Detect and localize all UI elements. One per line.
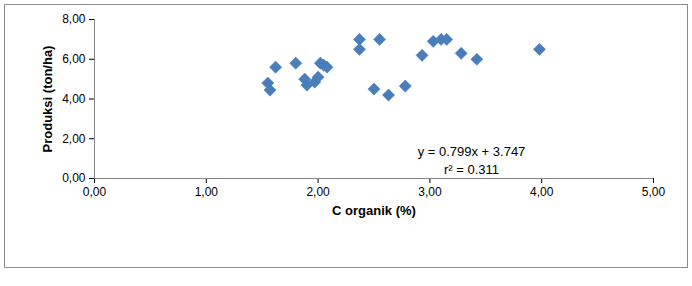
- svg-text:0,00: 0,00: [83, 185, 107, 199]
- svg-text:6,00: 6,00: [62, 52, 86, 66]
- svg-text:8,00: 8,00: [62, 12, 86, 26]
- svg-text:0,00: 0,00: [62, 171, 86, 185]
- svg-text:4,00: 4,00: [62, 92, 86, 106]
- svg-text:y = 0.799x + 3.747: y = 0.799x + 3.747: [418, 144, 526, 159]
- svg-text:C organik (%): C organik (%): [332, 203, 416, 218]
- svg-text:3,00: 3,00: [418, 185, 442, 199]
- svg-text:2,00: 2,00: [306, 185, 330, 199]
- svg-text:Produksi (ton/ha): Produksi (ton/ha): [40, 46, 55, 153]
- svg-text:r² = 0.311: r² = 0.311: [444, 162, 499, 177]
- svg-text:2,00: 2,00: [62, 132, 86, 146]
- svg-text:1,00: 1,00: [195, 185, 219, 199]
- svg-text:4,00: 4,00: [530, 185, 554, 199]
- svg-text:5,00: 5,00: [642, 185, 666, 199]
